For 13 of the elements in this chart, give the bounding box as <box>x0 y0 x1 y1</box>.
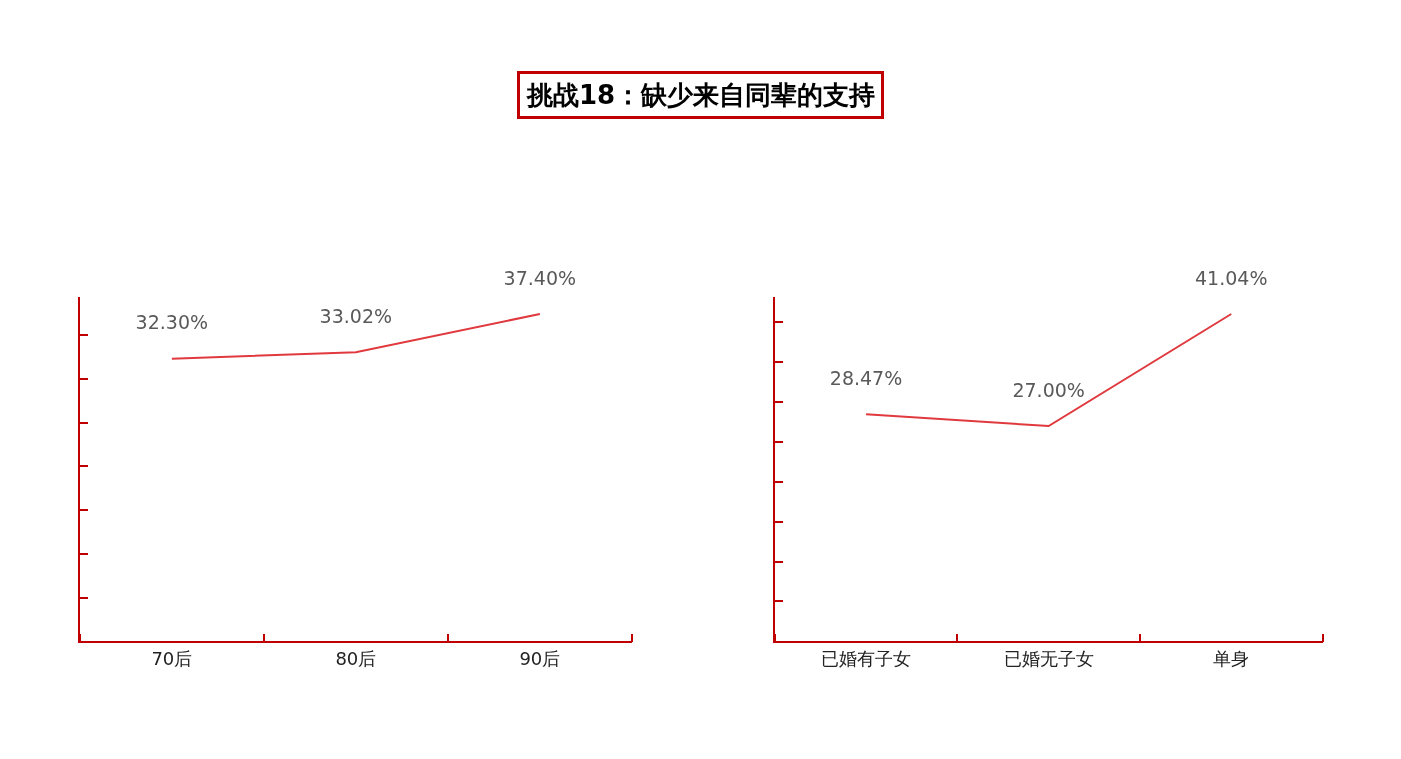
data-label: 28.47% <box>829 366 903 389</box>
x-tick-label: 90后 <box>519 647 561 669</box>
x-tick-label: 已婚有子女 <box>821 647 912 669</box>
x-tick-label: 单身 <box>1213 647 1250 669</box>
data-label: 41.04% <box>1195 266 1268 289</box>
x-tick-label: 已婚无子女 <box>1003 647 1094 669</box>
data-label: 33.02% <box>319 304 393 327</box>
x-tick-label: 70后 <box>151 647 193 669</box>
text: 挑战18：缺少来自同辈的支持 <box>526 80 876 110</box>
data-label: 32.30% <box>135 311 209 334</box>
data-label: 37.40% <box>503 266 577 289</box>
data-label: 27.00% <box>1012 378 1085 401</box>
x-tick-label: 80后 <box>335 647 377 669</box>
